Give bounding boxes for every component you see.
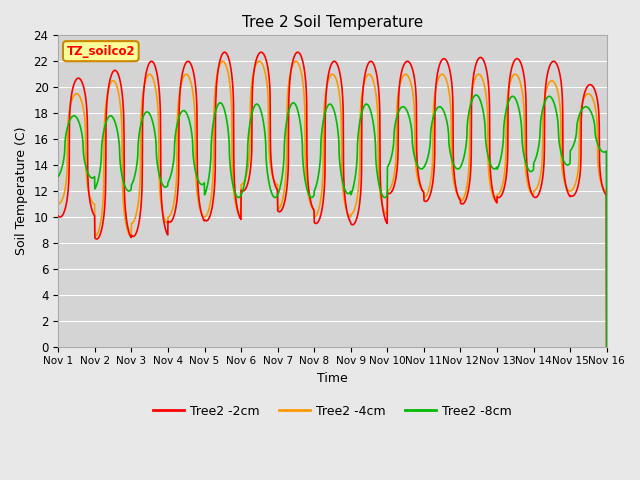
Line: Tree2 -2cm: Tree2 -2cm [58, 52, 607, 347]
Tree2 -8cm [360, 103, 368, 109]
Tree2 -4cm [54, 201, 62, 207]
Tree2 -2cm [207, 209, 215, 215]
Tree2 -2cm [54, 213, 62, 219]
Tree2 -4cm [570, 185, 577, 191]
Y-axis label: Soil Temperature (C): Soil Temperature (C) [15, 127, 28, 255]
Tree2 -8cm [554, 127, 562, 133]
Tree2 -8cm [603, 344, 611, 349]
Tree2 -2cm [603, 344, 611, 349]
Line: Tree2 -8cm: Tree2 -8cm [58, 95, 607, 347]
Text: TZ_soilco2: TZ_soilco2 [67, 45, 135, 58]
Tree2 -2cm [570, 192, 577, 198]
Tree2 -2cm [554, 65, 562, 71]
Tree2 -4cm [219, 59, 227, 64]
Tree2 -8cm [54, 173, 62, 179]
X-axis label: Time: Time [317, 372, 348, 385]
Tree2 -4cm [492, 198, 500, 204]
Tree2 -8cm [348, 189, 356, 194]
Tree2 -4cm [207, 194, 215, 200]
Tree2 -2cm [492, 198, 500, 204]
Legend: Tree2 -2cm, Tree2 -4cm, Tree2 -8cm: Tree2 -2cm, Tree2 -4cm, Tree2 -8cm [148, 400, 517, 423]
Tree2 -4cm [603, 344, 611, 349]
Title: Tree 2 Soil Temperature: Tree 2 Soil Temperature [242, 15, 423, 30]
Tree2 -8cm [472, 92, 480, 98]
Tree2 -2cm [349, 222, 356, 228]
Tree2 -4cm [349, 211, 356, 216]
Tree2 -2cm [360, 76, 368, 82]
Tree2 -4cm [360, 79, 368, 85]
Tree2 -8cm [207, 143, 215, 148]
Line: Tree2 -4cm: Tree2 -4cm [58, 61, 607, 347]
Tree2 -8cm [492, 166, 500, 171]
Tree2 -8cm [570, 142, 577, 148]
Tree2 -2cm [221, 49, 228, 55]
Tree2 -4cm [554, 92, 562, 97]
